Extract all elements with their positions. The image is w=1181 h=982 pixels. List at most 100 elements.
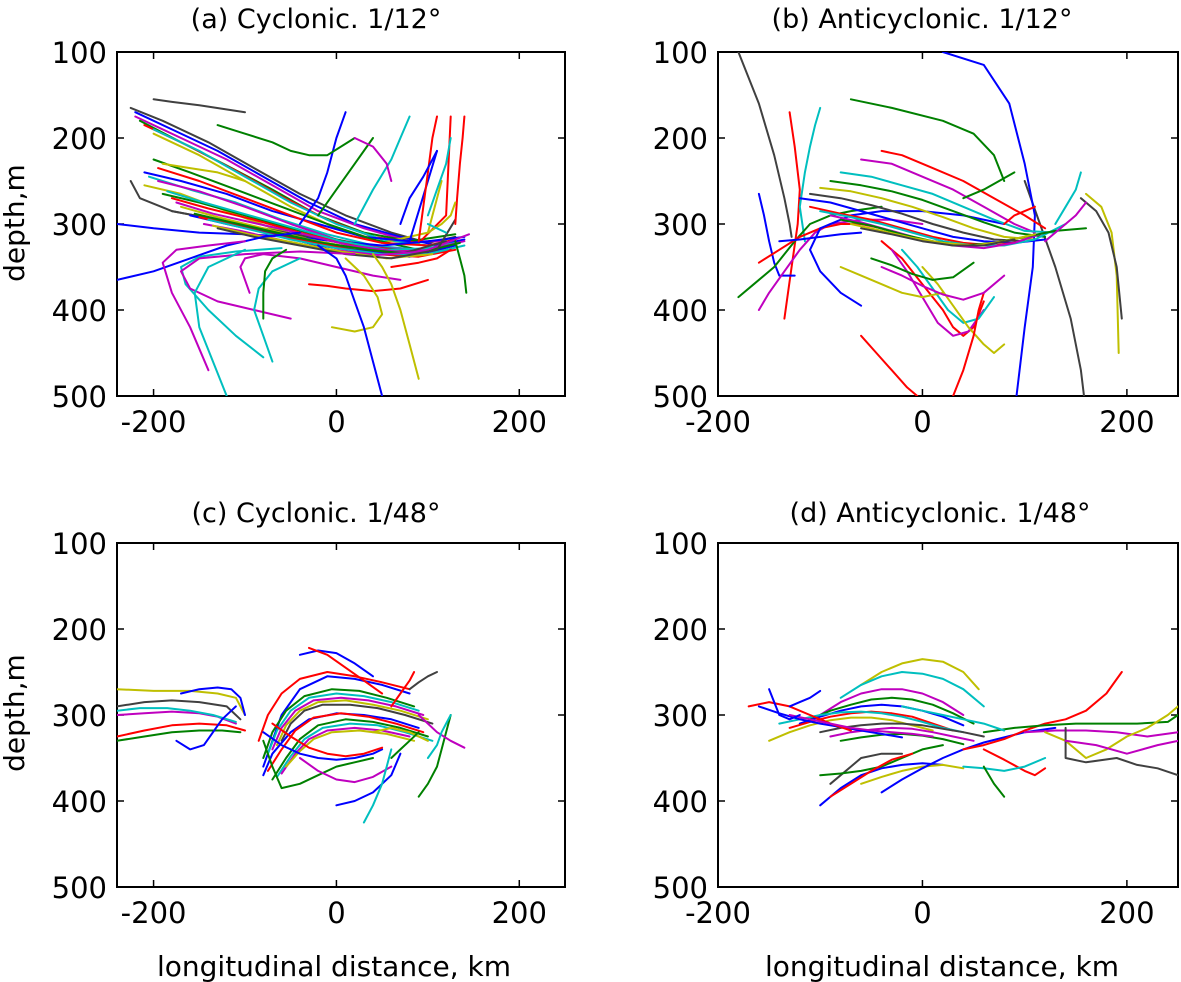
trajectory-line [860,763,965,785]
trajectory-line [860,658,980,691]
trajectory-line [271,718,429,781]
y-tick-label: 400 [653,294,708,328]
x-tick-label: -200 [685,896,751,930]
trajectory-line [921,266,1006,354]
y-tick-label: 300 [52,699,107,733]
x-axis-label: longitudinal distance, km [157,950,511,982]
trajectory-line [266,692,420,755]
x-tick-label: 0 [913,405,931,439]
trajectory-line [880,240,985,337]
y-tick-label: 500 [653,380,708,414]
y-tick-label: 100 [653,527,708,561]
trajectory-line [860,158,1036,234]
y-tick-label: 500 [653,871,708,905]
trajectory-line [216,124,356,157]
trajectory-line [454,240,468,294]
x-tick-label: 0 [327,896,345,930]
trajectory-line [372,253,420,380]
trajectory-line [1023,180,1085,396]
trajectory-line [849,98,1006,182]
trajectory-line [335,752,402,807]
y-axis-label: depth,m [0,654,31,772]
x-tick-label: 200 [1099,405,1154,439]
trajectory-line [819,688,965,716]
trajectory-line [768,688,801,721]
y-tick-label: 100 [52,527,107,561]
x-axis-label: longitudinal distance, km [765,950,1119,982]
trajectory-line [271,722,384,758]
panel-c: (c) Cyclonic. 1/48° depth,m longitudinal… [0,498,566,982]
trajectory-line [262,688,416,759]
trajectory-line [839,171,1057,234]
y-tick-label: 200 [52,613,107,647]
trajectory-line [317,137,374,217]
trajectory-line [870,257,975,281]
trajectory-line [819,762,944,807]
trajectory-line [152,158,420,251]
trajectory-line [982,748,1047,777]
panel-b: (b) Anticyclonic. 1/12° -200 0 200 100 200 3… [653,4,1179,439]
trajectory-line [860,334,919,396]
trajectory-line [1064,739,1178,755]
trajectory-line [262,248,288,320]
y-tick-label: 200 [653,122,708,156]
trajectory-line [117,722,246,738]
trajectory-line [417,115,438,243]
panel-title: (a) Cyclonic. 1/12° [191,4,442,35]
trajectory-line [788,714,934,738]
trajectory-line [880,726,1057,794]
y-tick-label: 200 [52,122,107,156]
trajectory-line [117,710,237,725]
trajectory-line [1023,729,1178,738]
panel-title: (c) Cyclonic. 1/48° [192,498,441,529]
trajectory-line [962,171,1016,200]
trajectory-line [982,714,1178,734]
trajectory-line [152,98,246,114]
trajectory-line [117,231,301,281]
trajectory-line [426,137,452,217]
x-tick-label: 200 [492,405,547,439]
trajectory-line [138,119,457,243]
trajectory-line [117,729,242,742]
panel-d: (d) Anticyclonic. 1/48° longitudinal dis… [653,498,1179,982]
trajectory-line [788,689,822,708]
trajectory-line [262,739,374,790]
trajectory-line [426,223,448,234]
trajectory-line [353,115,411,225]
trajectory-line [353,137,393,182]
trajectory-line [276,699,429,747]
trajectory-line [1044,705,1178,759]
x-tick-label: -200 [121,896,187,930]
trajectory-line [829,180,1047,238]
trajectory-line [417,714,452,798]
trajectory-line [1064,726,1178,777]
trajectory-line [901,248,995,324]
trajectory-line [193,248,246,396]
trajectory-line [117,707,237,723]
x-tick-label: -200 [685,405,751,439]
trajectory-line [829,752,914,798]
x-tick-label: 200 [1099,896,1154,930]
trajectory-line [941,52,1036,396]
trajectory-line [1054,171,1082,225]
trajectory-line [737,205,883,299]
y-tick-label: 300 [52,208,107,242]
trajectory-line [262,731,384,761]
trajectory-line [829,752,903,785]
y-tick-label: 300 [653,208,708,242]
trajectory-line [308,646,384,695]
trajectory-line [454,115,466,225]
trajectory-line [1079,197,1123,320]
trajectory-line [880,149,1047,230]
trajectory-line [253,257,301,363]
trajectory-line [417,714,466,749]
panel-title: (d) Anticyclonic. 1/48° [790,498,1091,529]
trajectory-line [809,210,1006,307]
trajectory-line [117,688,246,716]
trajectory-line [901,705,1006,732]
trajectory-line [390,248,452,268]
trajectory-line [1085,192,1120,354]
trajectory-line [399,149,438,225]
y-tick-label: 100 [653,36,708,70]
